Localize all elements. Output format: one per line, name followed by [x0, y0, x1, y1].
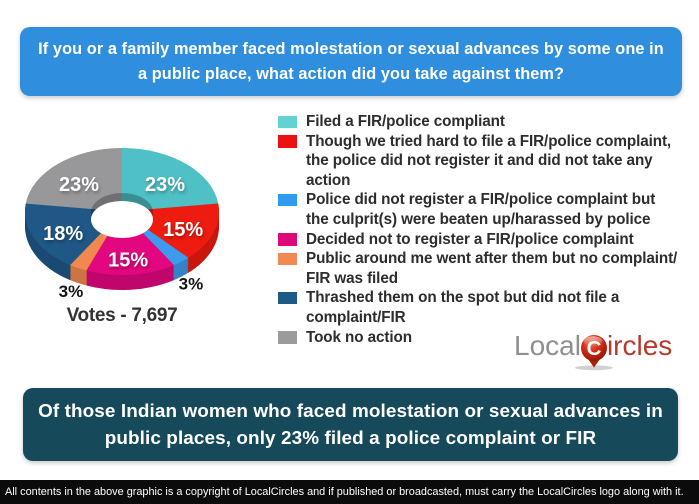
question-text: If you or a family member faced molestat…	[38, 39, 664, 83]
legend-swatch	[278, 291, 297, 305]
pie-slice-label: 3%	[59, 282, 84, 301]
pie-slice-label: 15%	[163, 219, 203, 241]
legend-item: Police did not register a FIR/police com…	[278, 190, 690, 229]
legend-item: Thrashed them on the spot but did not fi…	[278, 288, 690, 327]
question-banner: If you or a family member faced molestat…	[20, 27, 682, 96]
votes-label: Votes - 7,697	[66, 305, 178, 326]
copyright-bar: All contents in the above graphic is a c…	[0, 480, 699, 504]
donut-chart-svg: 23% 15% 3% 15% 3% 18% 23%	[24, 148, 219, 301]
legend-label: Thrashed them on the spot but did not fi…	[306, 289, 620, 326]
svg-text:C: C	[587, 337, 602, 360]
pie-slice-label: 23%	[145, 174, 185, 196]
conclusion-text: Of those Indian women who faced molestat…	[38, 400, 663, 449]
legend-label: Decided not to register a FIR/police com…	[306, 230, 634, 248]
legend-swatch	[278, 331, 297, 344]
donut-chart: 23% 15% 3% 15% 3% 18% 23%	[0, 110, 270, 340]
legend-swatch	[278, 252, 297, 266]
legend-item: Took no action	[278, 328, 690, 348]
legend-label: Police did not register a FIR/police com…	[306, 191, 656, 228]
localcircles-logo: Local C	[514, 330, 679, 374]
pie-slice-label: 18%	[43, 223, 83, 245]
chart-legend: Filed a FIR/police compliant Though we tr…	[278, 112, 690, 347]
pie-slice-label: 15%	[108, 249, 148, 271]
conclusion-banner: Of those Indian women who faced molestat…	[23, 388, 678, 461]
legend-item: Filed a FIR/police compliant	[278, 112, 690, 132]
legend-item: Though we tried hard to file a FIR/polic…	[278, 132, 690, 191]
legend-label: Though we tried hard to file a FIR/polic…	[306, 132, 672, 189]
copyright-text: All contents in the above graphic is a c…	[5, 486, 684, 498]
legend-swatch	[278, 233, 297, 246]
logo-text-local: Local	[514, 330, 581, 361]
legend-swatch	[278, 193, 297, 207]
legend-label: Took no action	[306, 328, 412, 346]
logo-text-ircles: ircles	[606, 330, 673, 361]
legend-swatch	[278, 115, 297, 128]
legend-label: Filed a FIR/police compliant	[306, 113, 505, 130]
pie-slice-label: 23%	[59, 174, 99, 196]
legend-swatch	[278, 135, 297, 148]
legend-label: Public around me went after them but no …	[306, 250, 678, 287]
legend-item: Public around me went after them but no …	[278, 249, 690, 288]
legend-item: Decided not to register a FIR/police com…	[278, 230, 690, 250]
pie-slice-label: 3%	[179, 275, 204, 294]
logo-pin-icon: C	[574, 334, 614, 376]
